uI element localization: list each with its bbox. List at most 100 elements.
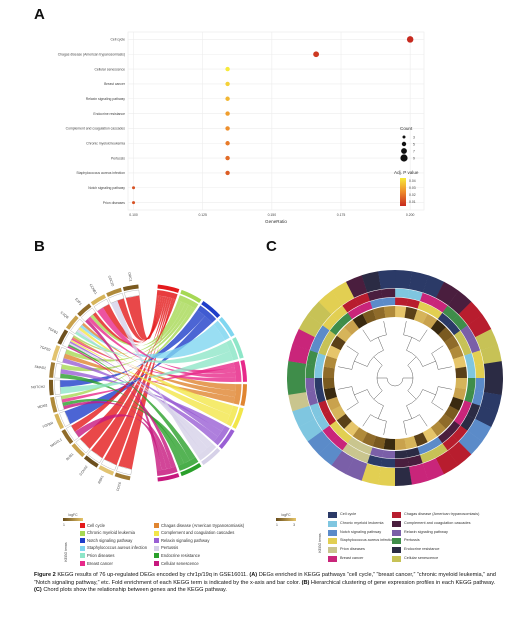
logfc-segment <box>323 387 337 401</box>
logfc-segment <box>323 355 338 369</box>
term-sector-inner <box>177 457 199 471</box>
dendrogram-branch <box>377 405 384 419</box>
gene-label: ORC1 <box>127 272 133 282</box>
term-sector-inner <box>213 425 230 446</box>
logfc-segment <box>352 427 368 443</box>
middle-ring-segment <box>475 363 485 379</box>
gene-sector <box>77 303 92 317</box>
dot-plot: Cell cycle Chagas disease (American trypa… <box>58 31 425 224</box>
chord-ribbon <box>61 362 235 403</box>
cluster-legend-scale: logFC 1 3 <box>276 513 296 527</box>
count-legend-title: Count <box>400 126 413 131</box>
outer-ring-segment <box>447 290 472 315</box>
gene-label: TGFBR <box>42 421 55 429</box>
inner-ring-segment <box>406 298 421 309</box>
inner-term-ring <box>314 297 476 459</box>
caption-c-label: (C) <box>34 587 42 594</box>
chord-ribbon <box>68 342 213 448</box>
gene-label: TGFB2 <box>39 345 51 352</box>
dendrogram-branch <box>431 345 444 354</box>
data-point <box>225 66 230 72</box>
dendrogram-branch <box>438 386 452 390</box>
chord-ribbon <box>76 329 208 453</box>
term-sector-inner <box>197 305 217 323</box>
chord-ribbon <box>102 295 164 343</box>
cluster-legend-swatch <box>392 512 401 518</box>
logfc-segment <box>326 396 341 411</box>
logfc-segment <box>372 435 386 450</box>
gene-sector <box>65 315 79 330</box>
logfc-segment <box>383 438 395 450</box>
middle-ring-segment <box>380 288 396 298</box>
y-tick-label: Cellular senescence <box>94 67 125 71</box>
gene-sector-arcs <box>49 284 140 481</box>
middle-ring-segment <box>354 292 371 306</box>
term-legend-label: Prion diseases <box>87 552 115 558</box>
chord-ribbon <box>81 322 236 391</box>
count-legend-dot <box>400 154 408 162</box>
logfc-segment <box>362 432 377 447</box>
term-legend-swatch <box>80 545 85 551</box>
outer-ring-segment <box>288 391 310 412</box>
term-sector-inner <box>225 405 239 427</box>
chord-ribbon <box>78 327 234 415</box>
term-legend-label: Chronic myeloid leukemia <box>87 530 135 536</box>
term-legend-swatch <box>154 561 159 566</box>
gene-label: CCNB1 <box>89 283 98 295</box>
gene-label: E2F1 <box>74 297 82 306</box>
inner-ring-segment <box>417 301 432 314</box>
term-sector <box>232 337 244 359</box>
data-point <box>132 186 136 190</box>
cluster-legend-swatch <box>328 529 337 536</box>
middle-ring-segment <box>407 455 423 467</box>
gene-label: NOTCH2 <box>31 385 45 390</box>
caption-lead: KEGG results of 76 up-regulated DEGs enc… <box>55 572 250 578</box>
x-axis-label: GeneRatio <box>265 219 287 224</box>
logfc-segment <box>455 378 467 390</box>
term-legend-label: Pertussis <box>161 545 179 551</box>
outer-ring-segment <box>447 441 472 466</box>
middle-ring-segment <box>431 443 448 458</box>
cluster-legend-swatch <box>328 538 337 545</box>
outer-ring-segment <box>435 450 459 475</box>
term-sector-inner <box>233 384 242 405</box>
cluster-scale-bar <box>276 518 296 521</box>
gene-sector-inner <box>80 307 96 322</box>
y-tick-label: Endocrine resistance <box>93 112 125 116</box>
term-sector-inner <box>225 339 239 361</box>
middle-ring-segment <box>472 350 484 366</box>
outer-ring-segment <box>307 430 332 455</box>
count-legend-label: 9 <box>413 156 415 160</box>
dendrogram-branch <box>377 337 384 351</box>
caption-a-text: DEGs enriched in KEGG pathways “cell cyc… <box>34 572 496 586</box>
logfc-segment <box>449 396 464 411</box>
y-tick-label: Chagas disease (American trypanosomiasis… <box>58 52 125 56</box>
dendrogram-branch <box>338 366 352 370</box>
middle-ring-segment <box>306 350 319 366</box>
logfc-segment <box>453 355 467 369</box>
dendrogram-branch <box>354 389 368 396</box>
color-legend-label: 0.01 <box>409 200 416 204</box>
y-tick-label: Relaxin signaling pathway <box>86 97 126 101</box>
logfc-segment <box>326 345 341 360</box>
outer-ring-segment <box>395 270 413 290</box>
gene-sector-inner <box>54 363 63 379</box>
cluster-scale-title: logFC <box>281 513 291 517</box>
inner-ring-segment <box>460 341 472 356</box>
middle-ring-segment <box>442 435 459 451</box>
logfc-segment <box>404 436 418 450</box>
inner-ring-segment <box>347 436 362 450</box>
gene-sector <box>61 429 74 445</box>
panel-a-label: A <box>34 6 45 23</box>
outer-ring-segment <box>435 281 459 306</box>
logfc-segment <box>352 313 368 329</box>
dendrogram-area <box>336 319 454 437</box>
cluster-legend-swatch <box>392 520 401 527</box>
middle-ring-segment <box>460 325 475 342</box>
chord-ribbon <box>62 358 218 442</box>
middle-ring-segment <box>395 288 410 299</box>
dendrogram-branch <box>419 329 428 342</box>
middle-ring-segment <box>452 314 468 331</box>
dot-plot-y-labels: Cell cycle Chagas disease (American trypa… <box>58 38 126 205</box>
x-tick-label: 0.125 <box>198 213 207 217</box>
